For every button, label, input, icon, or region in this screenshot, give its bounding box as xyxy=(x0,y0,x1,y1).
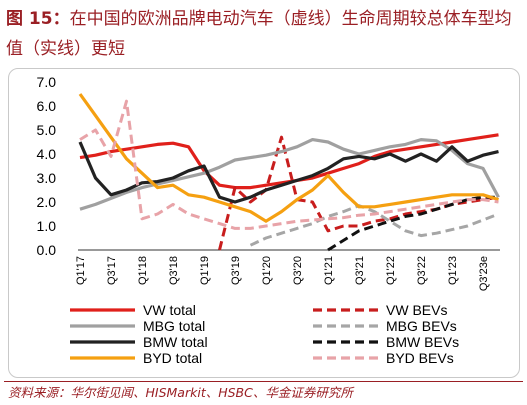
y-tick-label: 3.0 xyxy=(37,170,57,186)
y-tick-label: 4.0 xyxy=(37,146,57,162)
legend-label-vw-bevs: VW BEVs xyxy=(386,302,447,318)
figure-label: 图 15： xyxy=(6,9,70,29)
y-tick-label: 7.0 xyxy=(37,74,57,90)
x-tick-label: Q3'17 xyxy=(106,256,118,285)
x-tick-label: Q3'18 xyxy=(168,256,180,285)
x-tick-label: Q1'22 xyxy=(385,256,397,285)
x-axis: Q1'17 Q3'17 Q1'18 Q3'18 Q1'19 Q3'19 Q1'20 Q3'20… xyxy=(75,249,500,291)
x-tick-label: Q1'18 xyxy=(137,256,149,285)
y-tick-label: 1.0 xyxy=(37,218,57,234)
x-tick-label: Q1'17 xyxy=(75,256,87,285)
legend-label-vw-total: VW total xyxy=(143,302,196,318)
y-tick-label: 2.0 xyxy=(37,194,57,210)
source-divider xyxy=(4,381,523,382)
plot-lines xyxy=(78,93,500,252)
figure-title-text: 在中国的欧洲品牌电动汽车（虚线）生命周期较总体车型均值（实线）更短 xyxy=(6,9,512,59)
legend-label-bmw-bevs: BMW BEVs xyxy=(386,334,459,350)
x-tick-label: Q3'22 xyxy=(416,256,428,285)
y-axis: 0.0 1.0 2.0 3.0 4.0 5.0 6.0 7.0 xyxy=(37,74,57,258)
series-line-byd-total xyxy=(78,93,499,223)
series-line-mbg-total xyxy=(79,138,500,211)
y-tick-label: 6.0 xyxy=(37,98,57,114)
y-tick-label: 0.0 xyxy=(37,242,57,258)
series-line-byd-bevs xyxy=(79,99,499,230)
x-tick-label: Q1'20 xyxy=(261,256,273,285)
x-tick-label: Q1'19 xyxy=(199,256,211,285)
legend-label-mbg-total: MBG total xyxy=(143,318,205,334)
legend-label-byd-bevs: BYD BEVs xyxy=(386,350,454,366)
x-tick-label: Q1'21 xyxy=(323,256,335,285)
figure-title: 图 15：在中国的欧洲品牌电动汽车（虚线）生命周期较总体车型均值（实线）更短 xyxy=(6,4,522,64)
x-tick-label: Q1'23 xyxy=(447,256,459,285)
source-note: 资料来源：华尔街见闻、HISMarkit、HSBC、华金证券研究所 xyxy=(8,385,353,400)
y-tick-label: 5.0 xyxy=(37,122,57,138)
legend-label-byd-total: BYD total xyxy=(143,350,202,366)
x-tick-label: Q3'23e xyxy=(478,256,490,291)
x-tick-label: Q3'21 xyxy=(354,256,366,285)
x-tick-label: Q3'20 xyxy=(292,256,304,285)
legend-label-bmw-total: BMW total xyxy=(143,334,208,350)
x-tick-label: Q3'19 xyxy=(230,256,242,285)
series-line-bmw-bevs xyxy=(327,195,499,252)
legend: VW total VW BEVs MBG total MBG BEVs BMW tota… xyxy=(70,302,459,366)
series-line-mbg-bevs xyxy=(249,204,500,247)
legend-label-mbg-bevs: MBG BEVs xyxy=(386,318,457,334)
